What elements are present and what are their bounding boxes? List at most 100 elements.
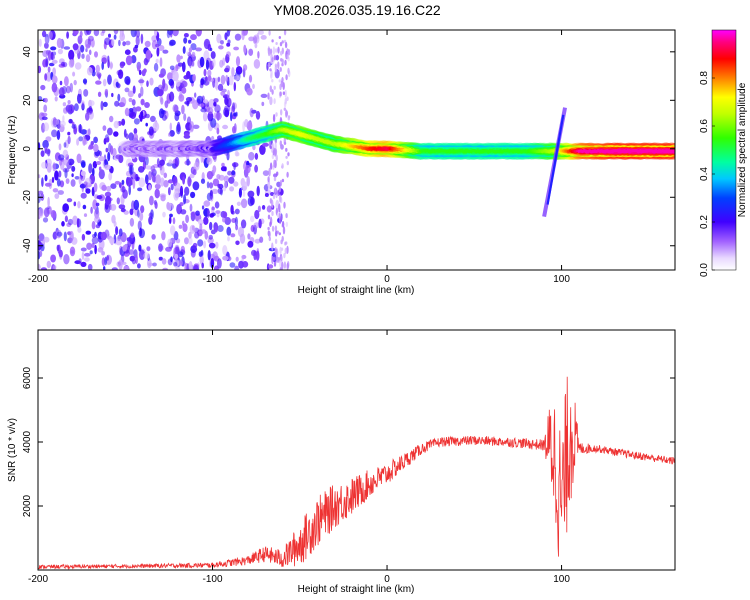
noise-blob xyxy=(254,152,259,160)
noise-blob xyxy=(208,98,215,109)
noise-blob xyxy=(161,114,167,121)
noise-blob xyxy=(274,136,277,144)
noise-blob xyxy=(128,97,133,103)
noise-blob xyxy=(206,181,210,189)
noise-blob xyxy=(93,136,98,144)
x-tick-label: -200 xyxy=(28,274,48,285)
noise-blob xyxy=(85,112,90,121)
noise-blob xyxy=(247,190,255,198)
noise-blob xyxy=(178,94,185,102)
noise-blob xyxy=(257,51,260,59)
noise-blob xyxy=(105,147,109,153)
noise-blob xyxy=(274,247,277,255)
noise-blob xyxy=(203,240,207,249)
noise-blob xyxy=(41,112,48,117)
noise-blob xyxy=(217,225,224,232)
y-tick-label: 2000 xyxy=(22,494,33,517)
noise-blob xyxy=(88,163,93,174)
noise-blob xyxy=(38,65,42,74)
noise-blob xyxy=(189,121,195,132)
noise-blob xyxy=(80,170,86,177)
noise-blob xyxy=(191,61,195,67)
noise-blob xyxy=(281,178,285,183)
noise-blob xyxy=(56,130,61,140)
noise-blob xyxy=(202,111,208,122)
noise-blob xyxy=(123,265,130,270)
noise-blob xyxy=(185,97,193,102)
noise-blob xyxy=(128,132,134,141)
noise-blob xyxy=(284,247,287,255)
noise-blob xyxy=(182,61,186,73)
noise-blob xyxy=(102,125,107,131)
snr-series-line xyxy=(38,376,675,570)
noise-blob xyxy=(61,221,65,227)
noise-blob xyxy=(169,65,175,71)
noise-blob xyxy=(287,49,291,56)
noise-blob xyxy=(278,79,281,83)
noise-blob xyxy=(214,79,218,90)
noise-blob xyxy=(272,193,276,200)
noise-blob xyxy=(242,181,248,192)
noise-blob xyxy=(222,211,228,219)
noise-blob xyxy=(101,184,107,191)
noise-blob xyxy=(89,250,93,255)
noise-blob xyxy=(278,194,282,203)
noise-blob xyxy=(267,62,271,67)
noise-blob xyxy=(229,186,235,192)
noise-blob xyxy=(140,98,145,106)
noise-blob xyxy=(115,81,119,88)
noise-blob xyxy=(267,176,270,183)
spectrogram-marks xyxy=(38,30,675,270)
spectrogram-y-label: Frequency (Hz) xyxy=(7,116,18,185)
noise-blob xyxy=(77,35,83,45)
noise-blob xyxy=(44,73,48,81)
noise-blob xyxy=(271,79,274,83)
noise-blob xyxy=(207,75,212,82)
noise-blob xyxy=(186,70,191,79)
noise-blob xyxy=(124,87,130,93)
noise-blob xyxy=(43,122,50,132)
colorbar-tick-label: 0.4 xyxy=(699,167,710,181)
noise-blob xyxy=(118,69,124,79)
noise-blob xyxy=(49,206,52,214)
noise-blob xyxy=(151,39,158,50)
noise-blob xyxy=(78,175,82,185)
noise-blob xyxy=(125,78,131,86)
noise-blob xyxy=(179,185,184,197)
noise-blob xyxy=(217,187,223,195)
noise-blob xyxy=(269,221,272,227)
noise-blob xyxy=(140,86,144,97)
noise-blob xyxy=(108,172,113,181)
noise-blob xyxy=(73,30,79,36)
noise-blob xyxy=(162,49,169,54)
x-tick-label: -100 xyxy=(203,574,223,585)
noise-blob xyxy=(129,111,137,120)
noise-blob xyxy=(248,74,253,83)
noise-blob xyxy=(43,104,48,113)
noise-blob xyxy=(195,210,200,216)
noise-blob xyxy=(47,196,50,208)
noise-blob xyxy=(273,261,277,267)
noise-blob xyxy=(256,32,260,40)
noise-blob xyxy=(190,43,197,51)
noise-blob xyxy=(186,51,190,55)
noise-blob xyxy=(268,264,274,269)
noise-blob xyxy=(280,50,283,56)
noise-blob xyxy=(106,255,110,261)
noise-blob xyxy=(56,244,60,252)
noise-blob xyxy=(220,40,224,45)
noise-blob xyxy=(246,176,250,187)
noise-blob xyxy=(268,30,271,36)
noise-blob xyxy=(150,209,154,220)
noise-blob xyxy=(124,211,128,215)
x-tick-label: 0 xyxy=(384,574,390,585)
noise-blob xyxy=(163,172,168,179)
noise-blob xyxy=(240,219,247,229)
noise-blob xyxy=(192,124,200,129)
noise-blob xyxy=(276,212,280,218)
noise-blob xyxy=(117,93,121,102)
noise-blob xyxy=(64,76,69,87)
noise-blob xyxy=(270,69,273,77)
noise-blob xyxy=(278,232,281,236)
colorbar: 0.0 0.2 0.4 0.6 0.8 Normalized spectral ampl… xyxy=(699,29,748,277)
